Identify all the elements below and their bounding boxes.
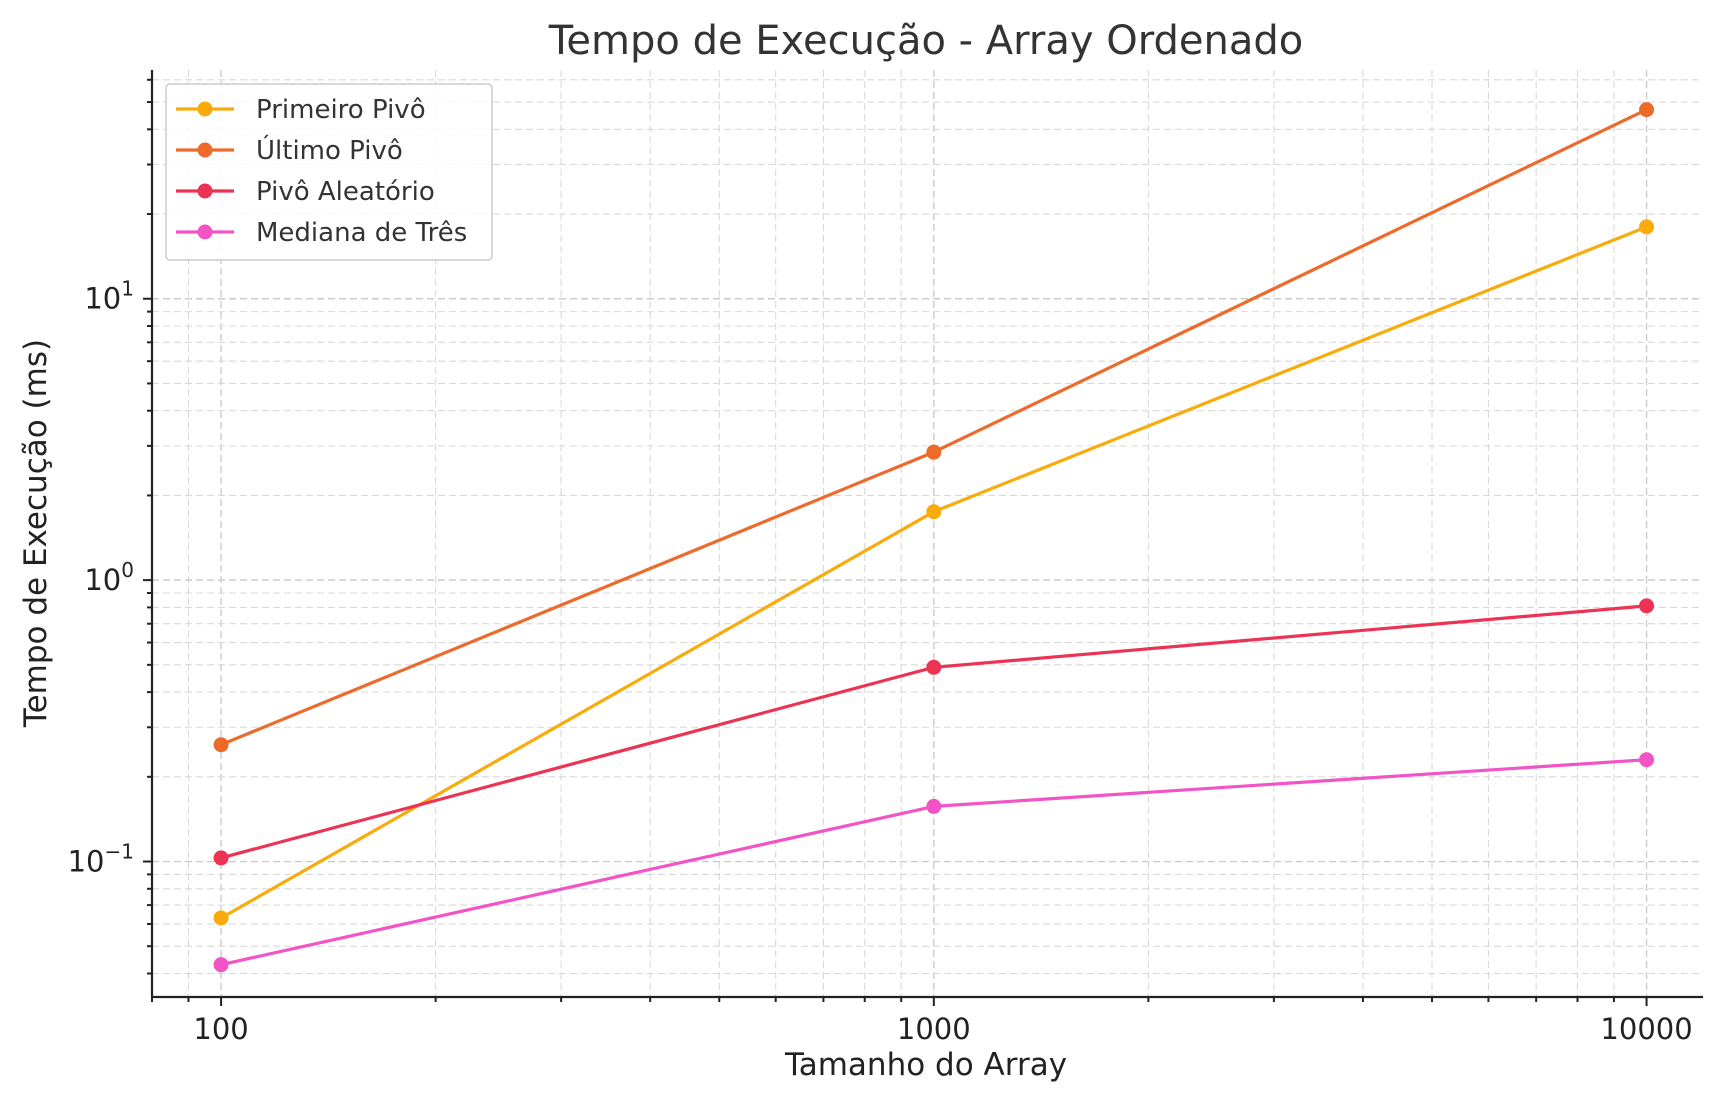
- legend-marker: [197, 101, 213, 117]
- data-point-ultimo-pivo: [213, 737, 229, 753]
- data-point-mediana-de-tres: [926, 798, 942, 814]
- data-point-ultimo-pivo: [926, 444, 942, 460]
- ticks: 100 1000 10000 10−1 100 101: [68, 78, 1693, 1046]
- legend-marker: [197, 142, 213, 158]
- legend: Primeiro Pivô Último Pivô Pivô Aleatório Me…: [165, 83, 493, 261]
- y-tick-label: 100: [84, 558, 134, 597]
- data-point-mediana-de-tres: [213, 957, 229, 973]
- legend-label: Pivô Aleatório: [256, 177, 435, 207]
- x-tick-label: 100: [193, 1012, 248, 1046]
- chart-title: Tempo de Execução - Array Ordenado: [548, 18, 1303, 64]
- y-tick-label: 101: [84, 277, 134, 316]
- y-tick-label: 10−1: [68, 840, 134, 879]
- data-point-primeiro-pivo: [213, 910, 229, 926]
- legend-marker: [197, 183, 213, 199]
- legend-marker: [197, 224, 213, 240]
- x-tick-label: 10000: [1600, 1012, 1692, 1046]
- legend-label: Primeiro Pivô: [256, 95, 426, 125]
- data-point-ultimo-pivo: [1639, 102, 1655, 118]
- legend-label: Mediana de Três: [256, 218, 467, 248]
- data-point-primeiro-pivo: [926, 504, 942, 520]
- data-point-mediana-de-tres: [1639, 752, 1655, 768]
- grid: [151, 70, 1703, 997]
- y-axis-label: Tempo de Execução (ms): [18, 339, 54, 728]
- data-point-pivo-aleatorio: [926, 659, 942, 675]
- data-point-pivo-aleatorio: [1639, 598, 1655, 614]
- x-axis-label: Tamanho do Array: [784, 1047, 1067, 1083]
- axes: [150, 70, 1703, 999]
- data-point-pivo-aleatorio: [213, 850, 229, 866]
- series-layer: [213, 102, 1655, 973]
- legend-label: Último Pivô: [256, 134, 403, 166]
- x-tick-label: 1000: [897, 1012, 971, 1046]
- series-line-primeiro-pivo: [220, 225, 1648, 920]
- data-point-primeiro-pivo: [1639, 219, 1655, 235]
- legend-box: [165, 83, 493, 261]
